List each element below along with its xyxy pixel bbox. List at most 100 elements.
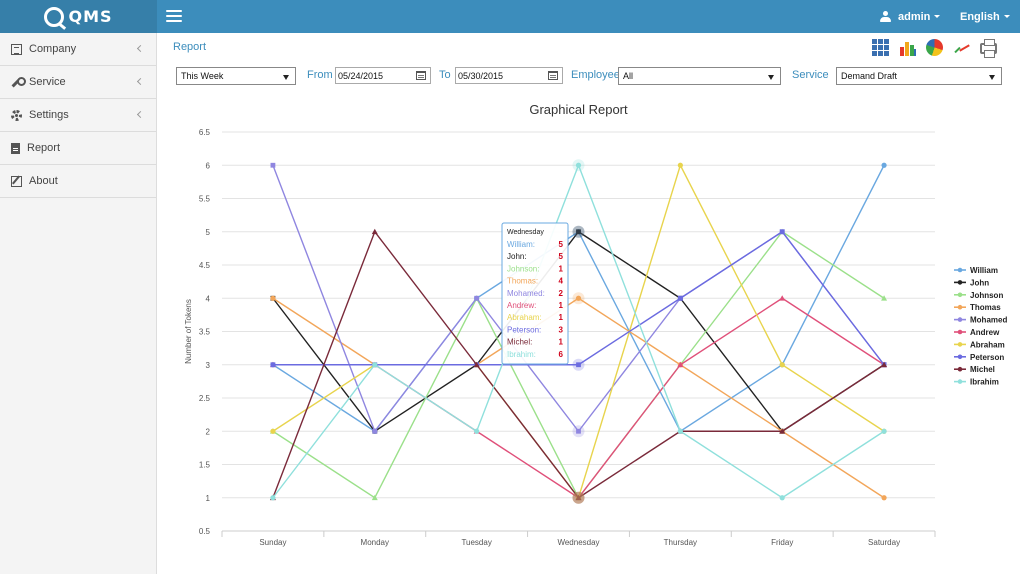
y-tick-label: 6.5 bbox=[199, 128, 211, 137]
data-point[interactable] bbox=[270, 428, 276, 434]
legend-marker bbox=[957, 292, 963, 298]
table-view-icon[interactable] bbox=[872, 39, 889, 56]
data-point[interactable] bbox=[677, 428, 683, 434]
calendar-icon[interactable] bbox=[416, 71, 426, 80]
x-tick-label: Thursday bbox=[664, 538, 697, 547]
sidebar-item-about[interactable]: About bbox=[0, 165, 156, 198]
x-tick-label: Sunday bbox=[259, 538, 286, 547]
sidebar-item-company[interactable]: Company bbox=[0, 33, 156, 66]
chevron-left-icon bbox=[136, 77, 145, 86]
tooltip-series-value: 1 bbox=[559, 338, 564, 347]
legend-marker bbox=[957, 354, 963, 360]
tooltip-series-label: Michel: bbox=[507, 338, 532, 347]
legend-item-john[interactable]: John bbox=[970, 278, 989, 287]
employee-select[interactable]: All bbox=[618, 67, 781, 85]
hover-halo bbox=[572, 225, 585, 238]
data-point[interactable] bbox=[881, 361, 888, 368]
line-chart-icon[interactable] bbox=[953, 39, 970, 56]
legend-item-thomas[interactable]: Thomas bbox=[970, 303, 1001, 312]
data-point[interactable] bbox=[371, 494, 378, 501]
from-date-input[interactable]: 05/24/2015 bbox=[335, 67, 431, 84]
data-point[interactable] bbox=[677, 295, 683, 301]
calendar-icon[interactable] bbox=[548, 71, 558, 80]
legend-item-mohamed[interactable]: Mohamed bbox=[970, 316, 1007, 325]
service-select[interactable]: Demand Draft bbox=[836, 67, 1002, 85]
y-tick-label: 3.5 bbox=[199, 328, 211, 337]
data-point[interactable] bbox=[270, 362, 276, 368]
data-point[interactable] bbox=[779, 428, 786, 434]
data-point[interactable] bbox=[576, 229, 581, 235]
data-point[interactable] bbox=[372, 428, 378, 434]
line-chart: Graphical Report 0.5 1 1.5 2 2.5 3 3.5 4 4.5 5 5.5 6… bbox=[184, 102, 1007, 547]
legend-item-michel[interactable]: Michel bbox=[970, 365, 995, 374]
data-point[interactable] bbox=[575, 295, 582, 301]
data-point[interactable] bbox=[779, 295, 786, 301]
data-point[interactable] bbox=[677, 361, 684, 368]
bar-chart-icon[interactable] bbox=[899, 39, 916, 56]
language-label: English bbox=[960, 10, 1000, 23]
legend-item-andrew[interactable]: Andrew bbox=[970, 328, 1000, 337]
legend-item-william[interactable]: William bbox=[970, 266, 998, 275]
hover-halo bbox=[572, 425, 585, 438]
tooltip-series-value: 5 bbox=[559, 240, 564, 249]
sidebar-item-service[interactable]: Service bbox=[0, 66, 156, 99]
data-point[interactable] bbox=[372, 362, 378, 368]
to-date-input[interactable]: 05/30/2015 bbox=[455, 67, 563, 84]
data-point[interactable] bbox=[270, 295, 276, 301]
x-tick-label: Monday bbox=[361, 538, 389, 547]
period-select-value: This Week bbox=[181, 71, 224, 81]
from-date-value: 05/24/2015 bbox=[338, 71, 384, 81]
data-point[interactable] bbox=[575, 162, 582, 168]
hover-halo bbox=[572, 491, 585, 504]
sidebar: Company Service Settings Report About bbox=[0, 33, 157, 574]
data-point[interactable] bbox=[881, 295, 888, 301]
data-point[interactable] bbox=[575, 494, 582, 501]
data-point[interactable] bbox=[576, 362, 581, 368]
service-select-value: Demand Draft bbox=[841, 71, 898, 81]
x-tick-label: Tuesday bbox=[461, 538, 491, 547]
data-point[interactable] bbox=[881, 495, 887, 501]
tooltip-series-label: Johnson: bbox=[507, 264, 539, 273]
y-tick-label: 5.5 bbox=[199, 195, 211, 204]
data-point[interactable] bbox=[474, 428, 480, 434]
data-point[interactable] bbox=[677, 162, 683, 168]
service-label: Service bbox=[792, 69, 829, 81]
data-point[interactable] bbox=[779, 495, 785, 501]
data-point[interactable] bbox=[270, 162, 276, 168]
hover-halo bbox=[572, 358, 585, 371]
period-select[interactable]: This Week bbox=[176, 67, 296, 85]
data-point[interactable] bbox=[881, 428, 887, 434]
sidebar-item-label: Service bbox=[29, 76, 66, 88]
data-point[interactable] bbox=[881, 162, 887, 168]
menu-toggle-button[interactable] bbox=[166, 10, 182, 22]
tooltip-series-label: Ibrahim: bbox=[507, 350, 536, 359]
pie-chart-icon[interactable] bbox=[926, 39, 943, 56]
hamburger-icon-line bbox=[166, 15, 182, 17]
language-menu[interactable]: English bbox=[960, 0, 1010, 33]
user-menu[interactable]: admin bbox=[880, 0, 941, 33]
tooltip-series-value: 4 bbox=[559, 277, 564, 286]
chevron-left-icon bbox=[136, 110, 145, 119]
user-name: admin bbox=[898, 10, 931, 23]
hover-halo bbox=[572, 491, 585, 504]
y-tick-label: 1.5 bbox=[199, 461, 211, 470]
brand-logo[interactable]: QMS bbox=[0, 0, 157, 33]
legend-item-abraham[interactable]: Abraham bbox=[970, 340, 1005, 349]
sidebar-item-report[interactable]: Report bbox=[0, 132, 156, 165]
print-icon[interactable] bbox=[980, 39, 997, 58]
data-point[interactable] bbox=[474, 295, 480, 301]
data-point[interactable] bbox=[270, 495, 276, 501]
wrench-icon bbox=[11, 76, 26, 88]
y-tick-label: 2 bbox=[206, 427, 211, 436]
data-point[interactable] bbox=[473, 361, 480, 368]
data-point[interactable] bbox=[779, 229, 785, 235]
employee-select-value: All bbox=[623, 71, 634, 81]
legend-item-johnson[interactable]: Johnson bbox=[970, 291, 1003, 300]
legend-item-peterson[interactable]: Peterson bbox=[970, 353, 1004, 362]
sidebar-item-settings[interactable]: Settings bbox=[0, 99, 156, 132]
data-point[interactable] bbox=[779, 362, 785, 368]
legend-item-ibrahim[interactable]: Ibrahim bbox=[970, 378, 999, 387]
data-point[interactable] bbox=[371, 228, 378, 235]
y-tick-label: 0.5 bbox=[199, 527, 211, 536]
data-point[interactable] bbox=[576, 428, 581, 434]
